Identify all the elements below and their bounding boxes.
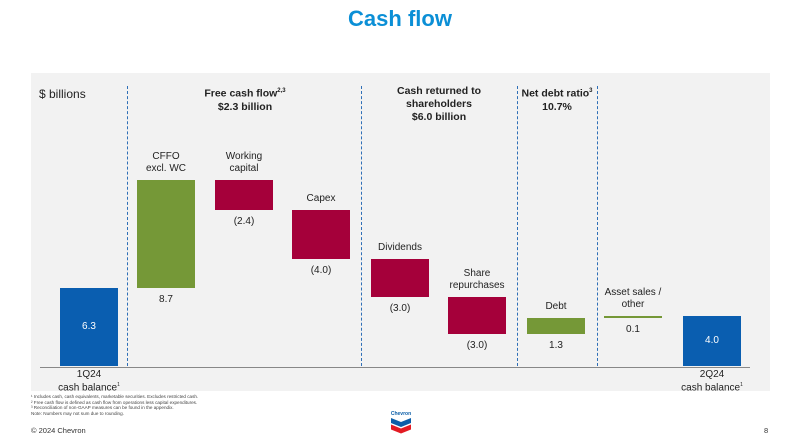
net-debt-header-value: 10.7%: [542, 100, 572, 113]
fcf-header-title: Free cash flow: [204, 87, 278, 100]
section-divider-1: [127, 86, 128, 366]
footnote-2: ² Free cash flow is defined as cash flow…: [31, 399, 198, 405]
category-label-line2-working-capital: capital: [229, 163, 259, 174]
category-label-sup-2q24-cash-balance: 1: [740, 382, 743, 388]
returned-header: Cash returned to shareholders $6.0 billi…: [366, 85, 512, 124]
category-label-line1-share-repurchases: Share: [463, 267, 491, 279]
net-debt-header: Net debt ratio3 10.7%: [519, 85, 595, 114]
category-label-line2-share-repurchases: repurchases: [449, 279, 505, 291]
category-label-debt: Debt: [511, 301, 601, 313]
footnote-4: Note: Numbers may not sum due to roundin…: [31, 410, 124, 416]
category-label-line1-2q24-cash-balance: 2Q24: [699, 369, 725, 380]
bar-1q24-cash-balance: [60, 287, 118, 366]
category-label-line1-debt: Debt: [545, 300, 567, 312]
value-label-capex: (4.0): [310, 265, 332, 277]
category-label-asset-sales-other: Asset sales / other: [588, 287, 678, 311]
category-label-line1-dividends: Dividends: [378, 242, 422, 254]
copyright: © 2024 Chevron: [31, 426, 86, 435]
logo-text: Chevron: [391, 411, 411, 417]
category-label-cffo-excl-wc: CFFO excl. WC: [121, 151, 211, 175]
value-label-asset-sales-other: 0.1: [626, 324, 640, 336]
bar-share-repurchases: [448, 296, 506, 334]
bar-dividends: [371, 259, 429, 297]
page-number: 8: [764, 426, 769, 435]
value-label-share-repurchases: (3.0): [466, 339, 488, 351]
category-label-1q24-cash-balance: 1Q24 cash balance1: [49, 369, 129, 393]
footnotes: ¹ Includes cash, cash equivalents, marke…: [31, 394, 198, 416]
footnote-1: ¹ Includes cash, cash equivalents, marke…: [31, 394, 199, 399]
value-label-dividends: (3.0): [389, 302, 411, 314]
category-label-line1-working-capital: Working: [225, 151, 263, 162]
value-label-cffo-excl-wc: 8.7: [159, 293, 173, 305]
category-label-line1-asset-sales-other: Asset sales /: [604, 287, 662, 299]
category-label-line2-1q24-cash-balance: cash balance1: [58, 382, 120, 394]
bar-asset-sales-other: [604, 316, 662, 319]
bar-2q24-cash-balance: [683, 316, 741, 366]
bar-cffo-excl-wc: [137, 180, 195, 288]
net-debt-header-title: Net debt ratio: [521, 87, 590, 100]
chevron-logo-icon: Chevron: [391, 411, 411, 434]
category-label-line1-capex: Capex: [306, 192, 336, 204]
page-title: Cash flow: [348, 6, 452, 31]
value-label-debt: 1.3: [549, 339, 563, 351]
section-divider-4: [597, 86, 598, 366]
net-debt-header-sup: 3: [589, 88, 593, 94]
category-label-line1-1q24-cash-balance: 1Q24: [76, 369, 102, 380]
footnote-3: ³ Reconciliation of non-GAAP measures ca…: [31, 405, 174, 411]
unit-label: $ billions: [39, 87, 86, 101]
value-label-2q24-cash-balance: 4.0: [705, 335, 719, 347]
returned-header-title: Cash returned to shareholders: [396, 85, 481, 110]
category-label-working-capital: Working capital: [199, 151, 289, 175]
value-label-working-capital: (2.4): [233, 215, 255, 227]
fcf-header-value: $2.3 billion: [217, 100, 273, 113]
category-label-2q24-cash-balance: 2Q24 cash balance1: [672, 369, 752, 393]
category-label-share-repurchases: Share repurchases: [432, 268, 522, 292]
category-label-line2-2q24-cash-balance: cash balance1: [681, 382, 743, 394]
section-divider-2: [361, 86, 362, 366]
category-label-line2-asset-sales-other: other: [621, 299, 645, 311]
value-label-1q24-cash-balance: 6.3: [82, 320, 96, 332]
category-label-sup-1q24-cash-balance: 1: [117, 382, 120, 388]
section-divider-3: [517, 86, 518, 366]
category-label-dividends: Dividends: [355, 242, 445, 254]
category-label-line1-cffo-excl-wc: CFFO: [152, 151, 180, 162]
category-label-line2-cffo-excl-wc: excl. WC: [146, 163, 186, 174]
fcf-header-sup: 2,3: [277, 88, 286, 94]
x-axis-line: [40, 367, 750, 368]
bar-debt: [527, 317, 585, 334]
bar-working-capital: [215, 180, 273, 210]
bar-capex: [292, 209, 350, 260]
category-label-capex: Capex: [276, 193, 366, 205]
returned-header-value: $6.0 billion: [411, 111, 467, 123]
fcf-header: Free cash flow2,3 $2.3 billion: [180, 85, 310, 114]
